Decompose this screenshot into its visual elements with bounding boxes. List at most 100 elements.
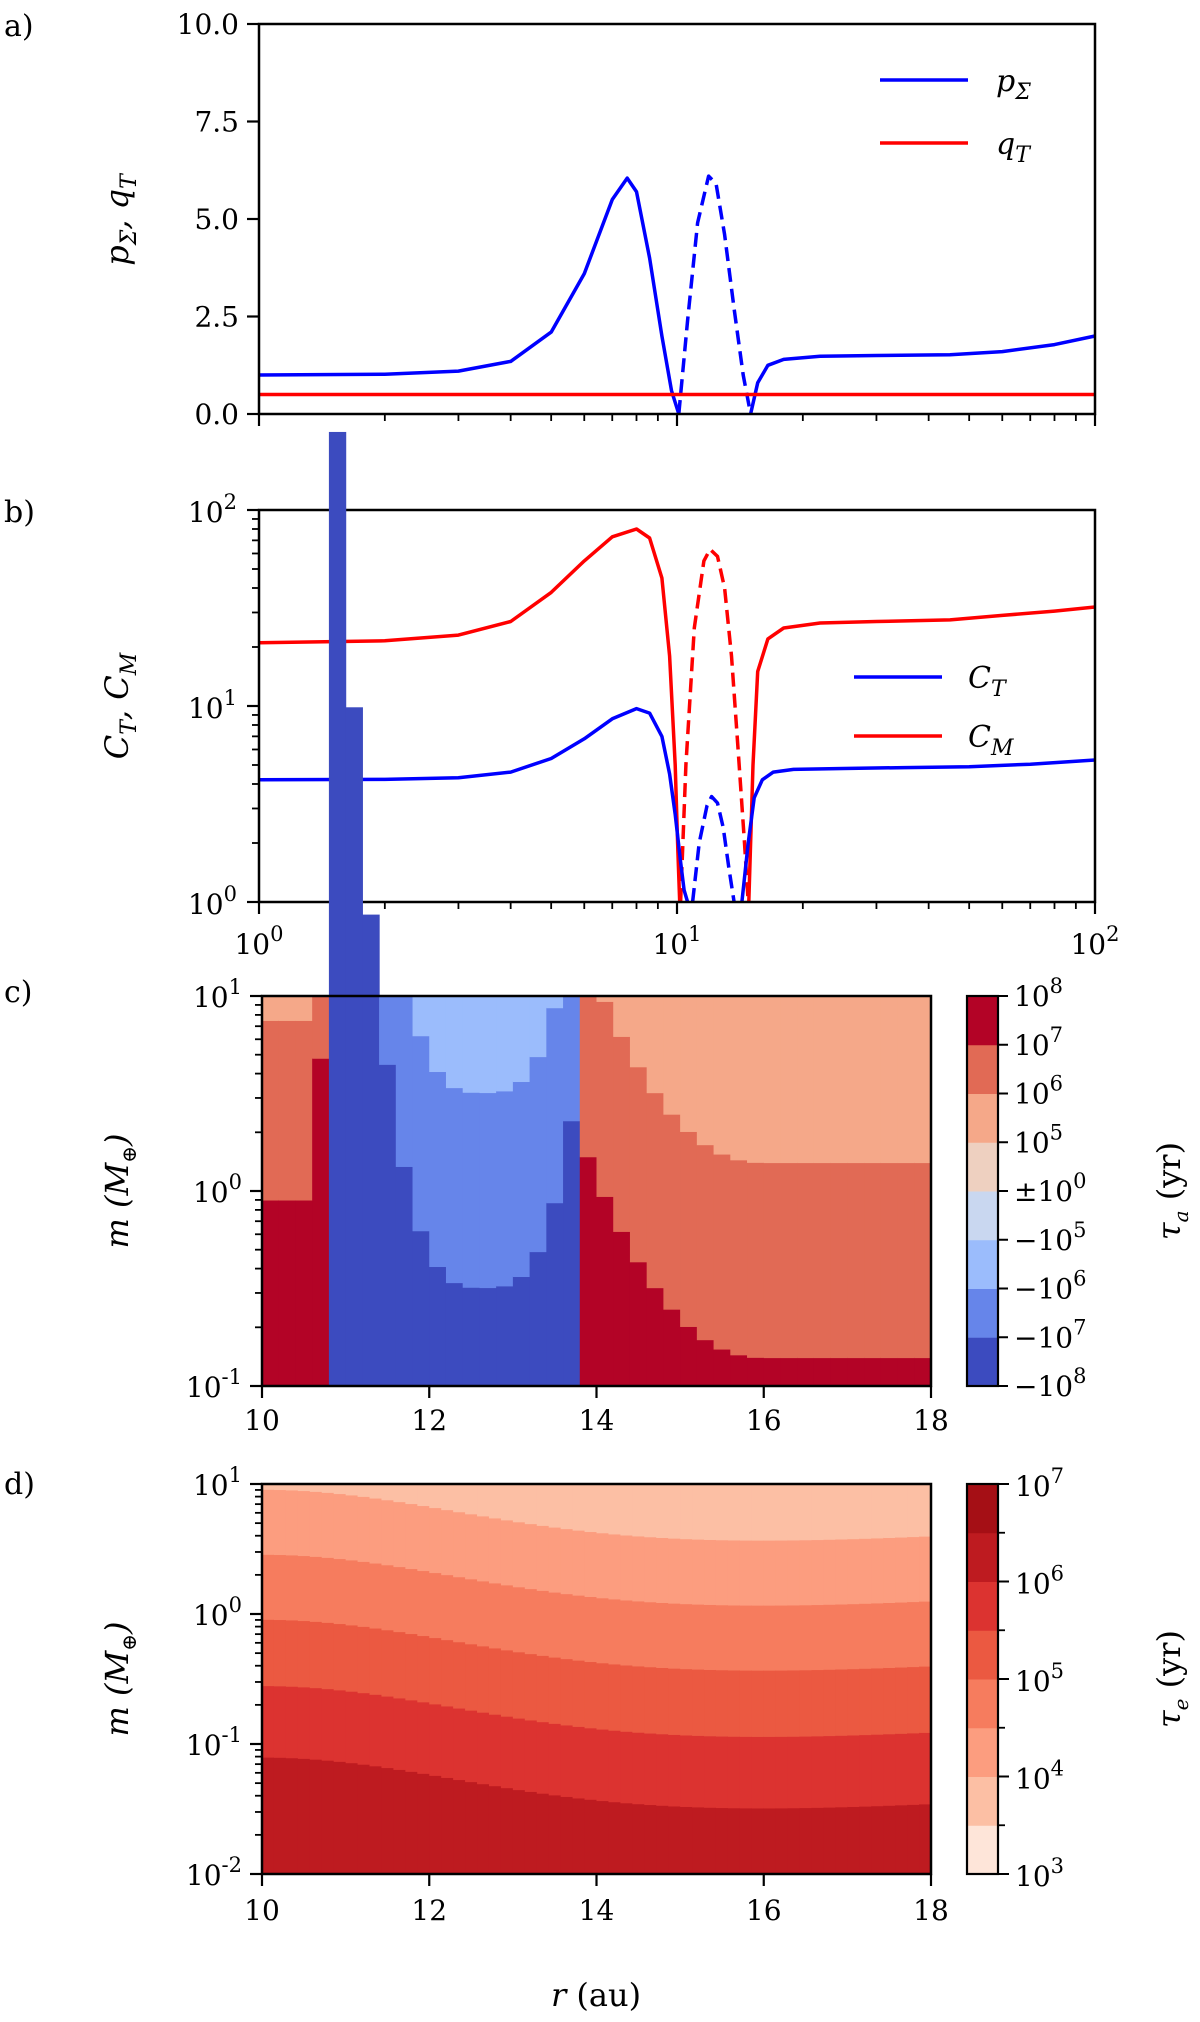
c-cell: [546, 1007, 564, 1204]
d-cell: [524, 1588, 538, 1655]
c-cell: [295, 1020, 313, 1201]
d-cell: [477, 1580, 490, 1647]
panel-d-colorbar: 103 104 105 106 107: [965, 1464, 1064, 1893]
d-cell: [488, 1484, 502, 1519]
d-cell: [309, 1621, 323, 1689]
d-cell: [895, 1666, 908, 1734]
d-cell: [429, 1484, 442, 1509]
d-cell: [548, 1794, 562, 1875]
d-cell: [608, 1663, 621, 1731]
d-cell: [775, 1604, 789, 1671]
d-cell: [835, 1538, 848, 1605]
d-cell: [453, 1707, 466, 1781]
d-cell: [524, 1719, 538, 1792]
c-cell: [730, 996, 748, 1161]
d-cell: [763, 1736, 777, 1809]
d-cell: [763, 1807, 777, 1875]
d-cell: [500, 1716, 514, 1789]
d-colorbar-swatch: [967, 1532, 998, 1582]
d-cell: [727, 1539, 741, 1606]
c-cell: [763, 1357, 782, 1387]
d-cell: [608, 1533, 621, 1600]
c-cell: [629, 1261, 648, 1387]
d-cell: [500, 1519, 514, 1586]
panel-c-axis-ticks: 10 12 14 16 18 10-1 100 101: [186, 975, 949, 1437]
c-colorbar-tick-label: −105: [1014, 1218, 1086, 1257]
panel-d-heatmap-cells: [262, 1484, 932, 1875]
d-cell: [668, 1603, 681, 1669]
d-cell: [381, 1499, 395, 1566]
panel-label-d: d): [4, 1467, 35, 1502]
d-cell: [477, 1645, 490, 1713]
d-cell: [405, 1484, 418, 1505]
series-line-C_T-solid: [258, 706, 690, 903]
d-cell: [715, 1604, 729, 1671]
c-cell: [563, 1120, 581, 1387]
c-cell: [429, 1071, 447, 1268]
d-cell: [262, 1484, 275, 1490]
d-cell: [787, 1736, 801, 1809]
d-cell: [895, 1536, 908, 1603]
c-cell: [379, 996, 397, 1065]
d-cell: [704, 1604, 717, 1670]
d-cell: [548, 1723, 562, 1796]
d-cell: [775, 1807, 789, 1875]
d-colorbar-swatch: [967, 1679, 998, 1729]
d-cell: [572, 1484, 586, 1531]
d-cell: [321, 1557, 335, 1623]
d-cell: [536, 1655, 550, 1723]
d-cell: [357, 1626, 371, 1694]
c-cell: [696, 1144, 715, 1341]
d-cell: [500, 1584, 514, 1651]
d-ytick-label: 10-1: [186, 1723, 242, 1762]
c-cell: [830, 1357, 848, 1387]
c-cell: [830, 996, 848, 1164]
d-cell: [668, 1734, 681, 1807]
d-cell: [297, 1686, 311, 1759]
panel-c-heatmap: 10 12 14 16 18 10-1 100 101 m (M⊕) −108 −107 −106…: [98, 431, 1193, 1437]
d-cell: [417, 1701, 430, 1774]
c-cell: [914, 1162, 932, 1359]
d-cell: [632, 1665, 645, 1733]
panel-c-frame: [260, 994, 933, 1388]
d-cell: [405, 1771, 418, 1875]
panel-b-ylabel: CT, CM: [98, 652, 142, 759]
d-cell: [715, 1807, 729, 1875]
panel-a-frame: [257, 22, 1097, 416]
d-cell: [297, 1758, 311, 1875]
d-cell: [560, 1724, 574, 1797]
c-cell: [512, 1081, 531, 1278]
d-cell: [751, 1807, 765, 1875]
d-cell: [632, 1732, 645, 1805]
c-cell: [412, 996, 430, 1037]
d-cell: [704, 1484, 717, 1540]
c-cell: [629, 996, 648, 1068]
c-cell: [379, 1064, 397, 1387]
series-line-C_M-solid: [747, 605, 1096, 903]
d-cell: [273, 1489, 287, 1556]
panel-b-line-chart: 100 101 102 100 101 102 CT, CM CT CM: [98, 490, 1120, 961]
c-cell: [646, 1092, 664, 1289]
d-cell: [477, 1712, 490, 1785]
c-cell: [462, 1092, 481, 1288]
d-cell: [871, 1484, 884, 1539]
c-cell: [345, 707, 363, 1387]
d-cell: [680, 1734, 693, 1807]
d-colorbar-swatch: [967, 1825, 998, 1875]
b-xtick-label: 100: [234, 922, 283, 961]
d-cell: [859, 1668, 872, 1736]
c-cell: [813, 1357, 832, 1387]
b-xtick-label: 101: [652, 922, 701, 961]
legend-label-q-t: qT: [996, 127, 1032, 168]
c-cell: [529, 1251, 547, 1387]
c-colorbar-swatch: [967, 1044, 998, 1094]
d-cell: [704, 1539, 717, 1605]
d-cell: [560, 1658, 574, 1726]
d-cell: [763, 1540, 777, 1606]
d-ytick-label: 101: [193, 1463, 242, 1502]
c-cell: [546, 996, 564, 1009]
c-cell: [596, 996, 614, 1002]
d-cell: [692, 1539, 705, 1605]
d-cell: [871, 1734, 884, 1807]
d-cell: [596, 1800, 610, 1875]
